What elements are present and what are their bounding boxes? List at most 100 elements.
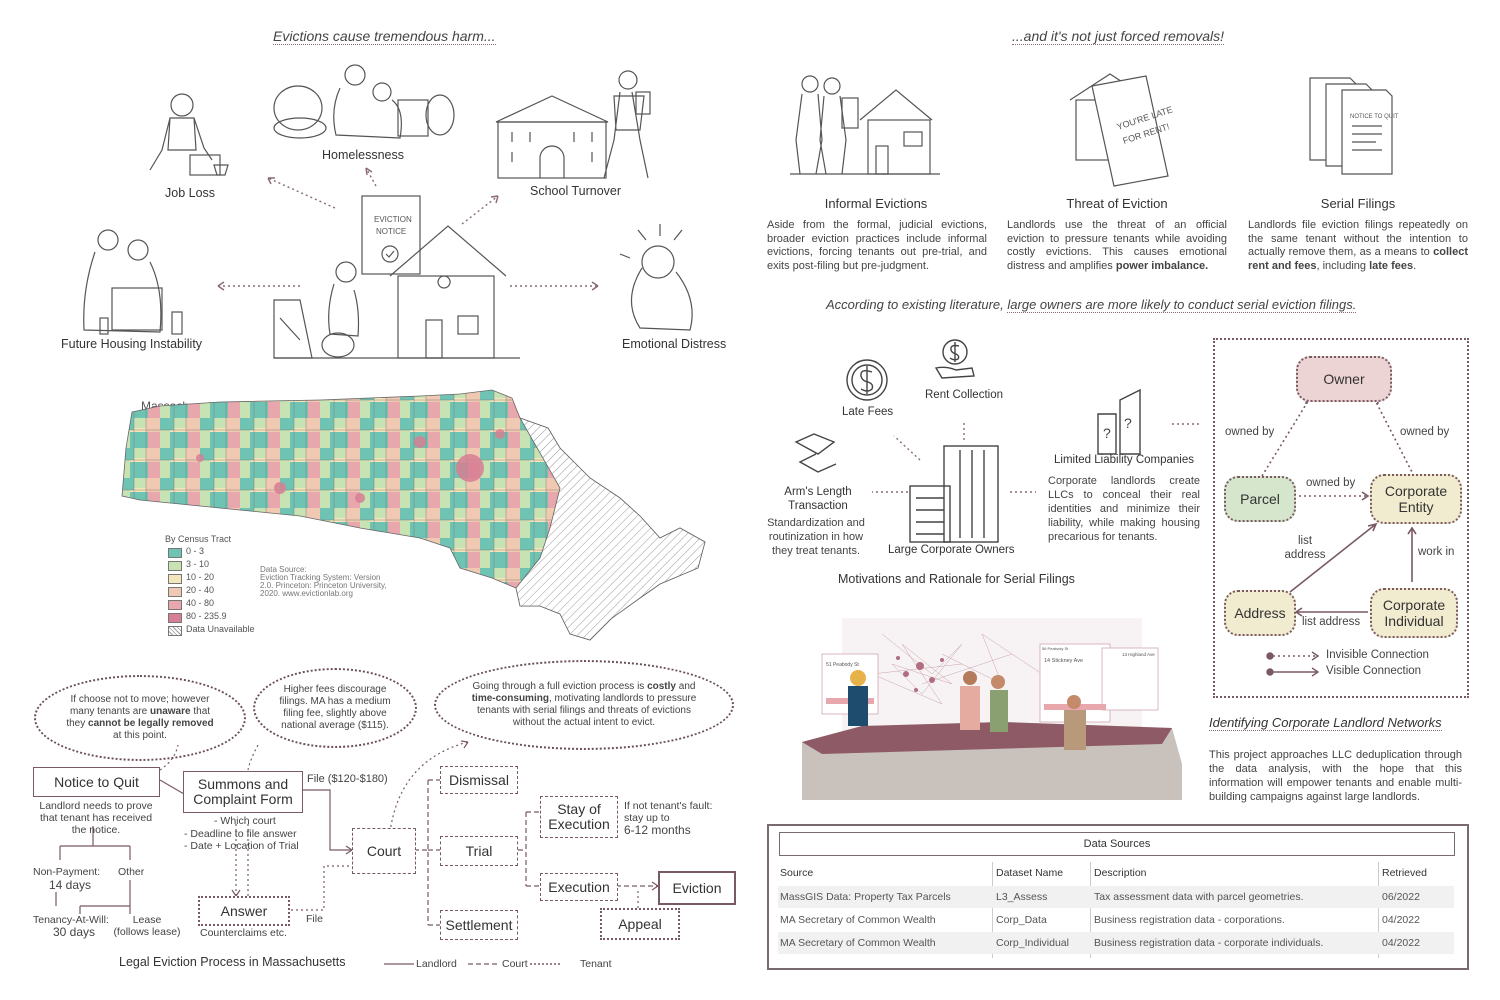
process-legend-lines <box>384 963 560 965</box>
motivations-title: Motivations and Rationale for Serial Fil… <box>838 572 1075 586</box>
list-address-bottom: list address <box>1302 616 1361 628</box>
corporate-buildings-icon <box>909 445 999 543</box>
table-dividers <box>1090 862 1092 958</box>
scene-card-4: 56 Peabody St <box>1042 646 1069 651</box>
parcel-node: Parcel <box>1224 476 1296 522</box>
identify-desc: This project approaches LLC deduplicatio… <box>1209 749 1462 803</box>
appeal-box: Appeal <box>600 908 680 940</box>
llc-buildings-icon <box>1097 388 1141 455</box>
right-illustrations: YOU'RE LATE FOR RENT! NOTICE TO QUIT <box>790 73 1399 187</box>
process-title: Legal Eviction Process in Massachusetts <box>119 955 346 969</box>
table-header: Retrieved <box>1382 867 1427 879</box>
table-dividers <box>992 862 994 958</box>
scene-card-1: 51 Peabody St <box>826 662 859 668</box>
llc-desc: Corporate landlords create LLCs to conce… <box>1048 475 1200 543</box>
informal-eviction-icon <box>790 75 940 175</box>
central-eviction-scene-icon <box>273 195 520 359</box>
other-label: Other <box>118 866 145 878</box>
school-building-icon <box>495 70 651 179</box>
late-fees-label: Late Fees <box>842 406 894 418</box>
summons-box: Summons and Complaint Form <box>183 771 303 813</box>
llc-question-2: ? <box>1124 415 1132 431</box>
network-scene-illustration: 51 Peabody St 14 Stickney Ave 13 Highlan… <box>802 618 1182 800</box>
table-header: Source <box>780 867 814 879</box>
motivations-diagram: ? ? <box>794 339 1200 543</box>
notice-desc: Landlord needs to prove that tenant has r… <box>39 800 153 836</box>
notice-line2: NOTICE <box>376 227 406 236</box>
table-row: MA Secretary of Common Wealth Corp_Indiv… <box>778 932 1454 954</box>
table-dividers <box>1378 862 1380 958</box>
handshake-icon <box>794 433 837 473</box>
threat-desc: Landlords use the threat of an official … <box>1007 219 1227 272</box>
serial-title: Serial Filings <box>1320 196 1396 211</box>
rent-collection-icon <box>934 339 975 379</box>
large-owners-label: Large Corporate Owners <box>888 544 1015 556</box>
summons-list: - Which court - Deadline to file answer … <box>184 815 299 852</box>
scene-card-3: 13 Highland Ave <box>1122 652 1155 657</box>
people-figures <box>848 670 1086 750</box>
threat-eviction-icon <box>1069 73 1169 187</box>
harm-arrows <box>217 167 599 291</box>
serial-desc: Landlords file eviction filings repeated… <box>1248 219 1468 272</box>
harm-illustrations: EVICTION NOTICE <box>83 64 693 359</box>
map-legend-title: By Census Tract <box>165 534 232 544</box>
data-sources-table <box>767 824 1469 970</box>
owned-by-right: owned by <box>1400 426 1450 438</box>
table-header: Dataset Name <box>996 867 1064 879</box>
informal-desc: Aside from the formal, judicial eviction… <box>767 219 987 272</box>
homelessness-group-icon <box>273 64 455 139</box>
table-row: MA Secretary of Common Wealth Corp_Data … <box>780 914 1420 926</box>
distressed-person-icon <box>619 224 693 331</box>
corporate-individual-node: Corporate Individual <box>1370 588 1458 638</box>
list-address-diag: list address <box>1284 535 1326 561</box>
literature-statement: According to existing literature, large … <box>826 297 1357 313</box>
settlement-box: Settlement <box>440 910 518 940</box>
arms-length-label: Arm's Length Transaction <box>784 486 852 512</box>
stay-note: If not tenant's fault: stay up to 6-12 mo… <box>624 800 713 837</box>
network-edges <box>1261 394 1417 677</box>
file-label: File <box>306 913 323 925</box>
homelessness-label: Homelessness <box>322 148 404 162</box>
legend-invisible: Invisible Connection <box>1326 649 1429 661</box>
bubble-costly: Going through a full eviction process is… <box>434 660 734 750</box>
lease-label: Lease (follows lease) <box>113 914 181 938</box>
family-icon <box>83 229 183 335</box>
job-loss-figure-icon <box>149 93 229 176</box>
counterclaims-label: Counterclaims etc. <box>200 927 287 939</box>
right-title: ...and it's not just forced removals! <box>1012 28 1224 45</box>
llc-question-1: ? <box>1103 425 1111 441</box>
network-frame <box>1213 338 1469 698</box>
nonpayment-label: Non-Payment: <box>33 866 101 878</box>
dollar-coin-icon <box>846 359 888 401</box>
answer-box: Answer <box>198 896 290 926</box>
serial-filings-icon <box>1309 77 1393 175</box>
school-turnover-label: School Turnover <box>530 184 622 198</box>
court-box: Court <box>352 828 416 874</box>
rent-collection-label: Rent Collection <box>925 389 1003 401</box>
ntq-paper: NOTICE TO QUIT <box>1350 114 1399 120</box>
llc-title: Limited Liability Companies <box>1054 454 1194 466</box>
map-source: Data Source: Eviction Tracking System: V… <box>260 565 387 598</box>
tenancy-days: 30 days <box>53 925 96 939</box>
owned-by-mid: owned by <box>1306 477 1356 489</box>
job-loss-label: Job Loss <box>165 186 216 200</box>
threat-title: Threat of Eviction <box>1066 196 1168 211</box>
informal-title: Informal Evictions <box>824 196 928 211</box>
scene-card-2: 14 Stickney Ave <box>1044 658 1083 664</box>
legend-tenant: Tenant <box>580 958 612 970</box>
legend-visible: Visible Connection <box>1326 665 1422 677</box>
emotional-distress-label: Emotional Distress <box>622 337 727 351</box>
address-node: Address <box>1224 590 1296 636</box>
stay-box: Stay of Execution <box>540 796 618 838</box>
motivation-arrows <box>872 420 1200 493</box>
table-header-row: Source Dataset Name Description Retrieve… <box>778 862 1454 884</box>
trial-box: Trial <box>440 836 518 866</box>
tenancy-label: Tenancy-At-Will: <box>33 914 109 926</box>
dismissal-box: Dismissal <box>440 766 518 794</box>
legend-landlord: Landlord <box>416 958 457 970</box>
nonpayment-days: 14 days <box>49 878 92 892</box>
process-connectors <box>55 740 659 926</box>
table-header: Description <box>1094 867 1147 879</box>
work-in-label: work in <box>1418 546 1455 558</box>
eviction-box: Eviction <box>658 871 736 905</box>
